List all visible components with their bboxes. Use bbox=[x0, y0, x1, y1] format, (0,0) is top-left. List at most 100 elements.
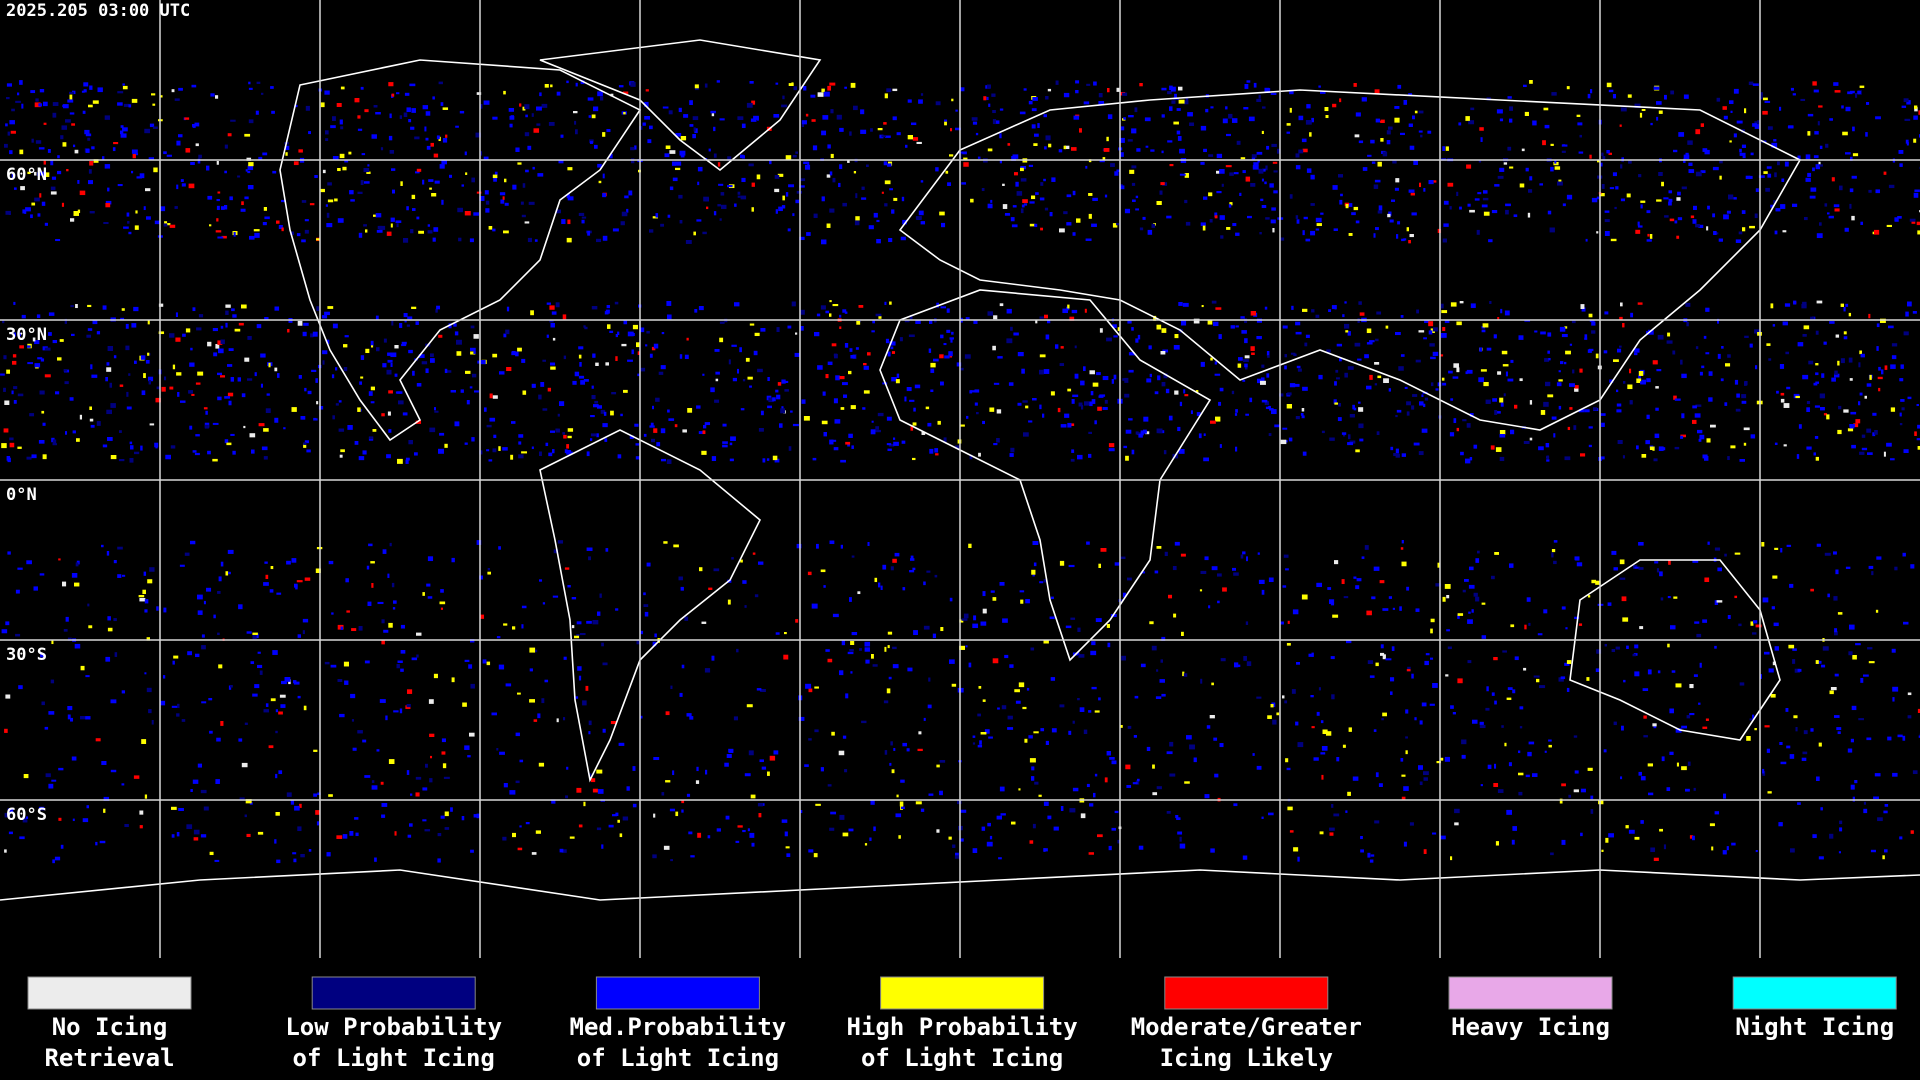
icing-pixel bbox=[1216, 191, 1222, 194]
icing-pixel bbox=[596, 827, 602, 831]
icing-pixel bbox=[1143, 429, 1147, 434]
icing-pixel bbox=[477, 360, 480, 364]
icing-pixel bbox=[550, 323, 555, 328]
icing-pixel bbox=[560, 134, 564, 138]
icing-pixel bbox=[1020, 208, 1024, 214]
icing-pixel bbox=[594, 144, 598, 149]
icing-pixel bbox=[263, 456, 268, 460]
icing-pixel bbox=[719, 337, 724, 343]
icing-pixel bbox=[1382, 151, 1388, 157]
icing-pixel bbox=[1681, 766, 1687, 771]
icing-pixel bbox=[22, 817, 28, 823]
icing-pixel bbox=[1355, 585, 1360, 590]
icing-pixel bbox=[609, 153, 613, 159]
icing-pixel bbox=[1232, 567, 1236, 571]
icing-pixel bbox=[1851, 444, 1856, 449]
icing-pixel bbox=[1174, 541, 1180, 546]
icing-pixel bbox=[1494, 552, 1500, 555]
icing-pixel bbox=[1818, 105, 1823, 108]
icing-pixel bbox=[287, 329, 290, 333]
icing-pixel bbox=[88, 169, 92, 174]
icing-pixel bbox=[391, 93, 395, 97]
icing-pixel bbox=[634, 423, 639, 427]
icing-pixel bbox=[1604, 644, 1608, 647]
icing-pixel bbox=[71, 123, 76, 126]
icing-pixel bbox=[216, 199, 220, 202]
icing-pixel bbox=[134, 451, 140, 455]
icing-pixel bbox=[127, 221, 130, 224]
icing-pixel bbox=[438, 334, 443, 338]
icing-pixel bbox=[227, 133, 232, 137]
icing-pixel bbox=[392, 607, 396, 610]
icing-pixel bbox=[567, 428, 574, 432]
icing-pixel bbox=[1560, 676, 1566, 680]
icing-pixel bbox=[1004, 654, 1009, 659]
icing-pixel bbox=[1468, 120, 1475, 125]
icing-pixel bbox=[272, 650, 278, 655]
icing-pixel bbox=[1256, 98, 1262, 102]
icing-pixel bbox=[1321, 746, 1328, 751]
icing-pixel bbox=[773, 114, 780, 118]
icing-pixel bbox=[1035, 319, 1038, 324]
icing-pixel bbox=[373, 105, 378, 108]
icing-pixel bbox=[1757, 120, 1760, 125]
icing-pixel bbox=[1289, 383, 1296, 388]
icing-pixel bbox=[131, 170, 134, 174]
icing-pixel bbox=[1048, 143, 1052, 148]
icing-pixel bbox=[197, 158, 201, 164]
icing-pixel bbox=[1341, 579, 1345, 585]
icing-pixel bbox=[549, 305, 555, 310]
icing-pixel bbox=[972, 735, 976, 738]
icing-pixel bbox=[692, 134, 696, 139]
icing-pixel bbox=[15, 100, 21, 103]
icing-pixel bbox=[1828, 215, 1834, 219]
icing-pixel bbox=[1172, 566, 1177, 571]
icing-pixel bbox=[1685, 788, 1690, 792]
icing-pixel bbox=[438, 81, 443, 85]
icing-pixel bbox=[268, 745, 274, 749]
icing-pixel bbox=[1705, 352, 1710, 355]
icing-pixel bbox=[563, 717, 566, 721]
icing-pixel bbox=[515, 351, 519, 357]
icing-pixel bbox=[34, 102, 41, 108]
icing-pixel bbox=[850, 355, 856, 359]
icing-pixel bbox=[1231, 390, 1235, 395]
icing-pixel bbox=[892, 646, 897, 650]
icing-pixel bbox=[1186, 735, 1192, 740]
icing-pixel bbox=[1834, 631, 1838, 636]
icing-pixel bbox=[1892, 772, 1898, 777]
icing-pixel bbox=[1588, 444, 1592, 448]
icing-pixel bbox=[1428, 321, 1434, 327]
icing-pixel bbox=[805, 683, 812, 689]
icing-pixel bbox=[45, 773, 51, 778]
icing-pixel bbox=[576, 787, 582, 793]
icing-pixel bbox=[418, 354, 425, 358]
icing-pixel bbox=[1091, 686, 1097, 690]
icing-pixel bbox=[653, 757, 660, 761]
icing-pixel bbox=[1284, 700, 1288, 704]
icing-pixel bbox=[1013, 332, 1019, 336]
icing-pixel bbox=[459, 110, 465, 114]
icing-pixel bbox=[992, 110, 996, 114]
icing-pixel bbox=[238, 322, 244, 326]
icing-pixel bbox=[101, 544, 104, 548]
icing-pixel bbox=[1447, 182, 1454, 187]
icing-pixel bbox=[1235, 232, 1240, 236]
icing-pixel bbox=[1863, 801, 1867, 805]
graticule bbox=[0, 0, 1920, 958]
icing-pixel bbox=[383, 338, 387, 343]
icing-pixel bbox=[442, 138, 448, 143]
icing-pixel bbox=[889, 188, 893, 191]
icing-pixel bbox=[257, 831, 264, 835]
icing-pixel bbox=[1574, 556, 1580, 561]
icing-pixel bbox=[1184, 199, 1188, 204]
icing-pixel bbox=[757, 803, 764, 807]
icing-pixel bbox=[201, 634, 205, 638]
icing-pixel bbox=[651, 438, 656, 443]
icing-pixel bbox=[470, 849, 474, 853]
icing-pixel bbox=[1214, 212, 1218, 218]
icing-pixel bbox=[630, 82, 636, 87]
icing-pixel bbox=[194, 452, 200, 456]
icing-pixel bbox=[464, 151, 467, 156]
